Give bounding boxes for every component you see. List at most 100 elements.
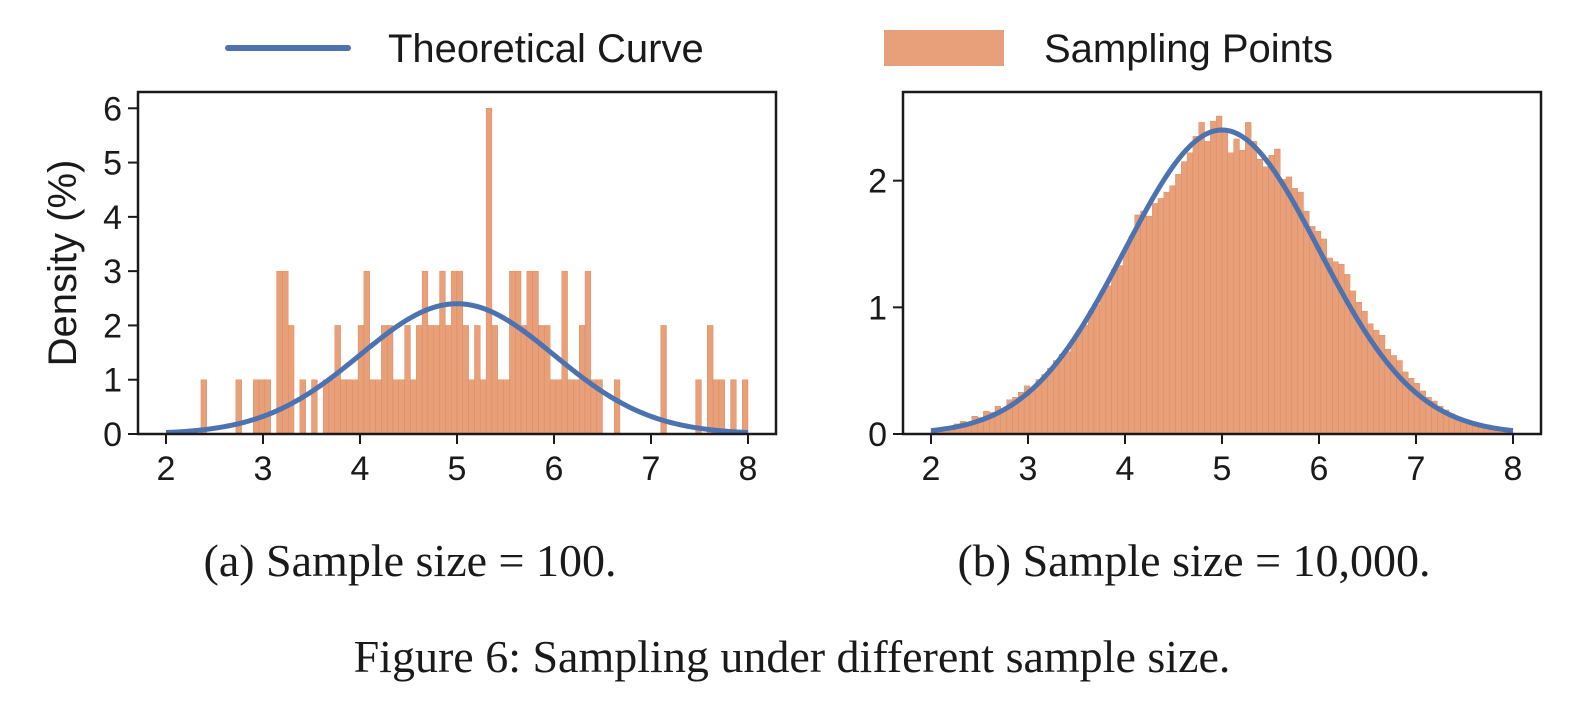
histogram-bar [1076, 329, 1083, 435]
y-tick-label: 2 [868, 163, 887, 201]
panel-a-y-axis-label: Density (%) [41, 160, 85, 367]
histogram-bar [1082, 324, 1089, 435]
y-tick-label: 0 [868, 416, 887, 454]
y-tick-label: 0 [103, 416, 122, 454]
x-tick-label: 2 [157, 450, 176, 488]
histogram-bar [1285, 176, 1293, 435]
x-tick-label: 2 [922, 450, 941, 488]
x-tick-label: 8 [739, 450, 758, 488]
histogram-bar [515, 270, 522, 435]
y-tick-label: 4 [103, 199, 122, 237]
histogram-bar [544, 325, 551, 435]
histogram-bar [369, 379, 376, 435]
y-tick-label: 3 [103, 253, 122, 291]
histogram-bar [1268, 155, 1275, 435]
histogram-bar [1309, 226, 1316, 435]
histogram-bar [1146, 215, 1153, 435]
histogram-bar [480, 379, 487, 435]
y-tick-label: 2 [103, 307, 122, 345]
histogram-bar [474, 325, 481, 435]
x-tick-label: 7 [642, 450, 661, 488]
histogram-bar [357, 325, 365, 435]
histogram-bar [468, 379, 475, 435]
histogram-bar [1239, 150, 1246, 435]
histogram-bar [555, 379, 562, 435]
histogram-bar [1070, 340, 1077, 435]
histogram-bar [456, 270, 464, 435]
histogram-bar [410, 379, 417, 435]
histogram-bar [718, 379, 725, 435]
histogram-bar [421, 270, 429, 435]
legend-bar-label: Sampling Points [1044, 27, 1333, 71]
histogram-bar [352, 379, 359, 435]
histogram-bar [1093, 304, 1100, 435]
histogram-bar [328, 379, 335, 435]
histogram-bar [258, 379, 266, 435]
histogram-bar [1099, 290, 1106, 435]
figure-caption: Figure 6: Sampling under different sampl… [354, 631, 1231, 682]
panel-b-theoretical-curve [930, 127, 1514, 434]
histogram-bar [346, 379, 353, 435]
histogram-bar [416, 325, 423, 435]
histogram-bar [1186, 152, 1194, 435]
panel-b-caption: (b) Sample size = 10,000. [957, 535, 1430, 586]
histogram-bar [1151, 203, 1159, 435]
histogram-bar [1053, 360, 1060, 435]
histogram-bar [1245, 122, 1252, 435]
histogram-bar [1111, 269, 1118, 435]
histogram-bar [445, 325, 452, 435]
histogram-bar [1198, 122, 1205, 435]
histogram-bar [549, 379, 557, 435]
histogram-bar [1210, 120, 1217, 435]
panel-b-y-ticks: 0 1 2 [868, 163, 903, 454]
histogram-bar [1029, 388, 1036, 435]
x-tick-label: 6 [545, 450, 564, 488]
panel-a-theoretical-curve [165, 301, 749, 436]
histogram-bar [561, 270, 568, 435]
histogram-bar [1128, 236, 1135, 435]
histogram-bar [1297, 191, 1304, 435]
panel-b-x-ticks: 2 3 4 5 6 7 8 [922, 434, 1522, 488]
histogram-bar [532, 270, 539, 435]
histogram-bar [1157, 198, 1164, 435]
panel-a-x-ticks: 2 3 4 5 6 7 8 [157, 434, 758, 488]
y-tick-label: 1 [868, 289, 887, 327]
histogram-bar [1105, 285, 1112, 435]
histogram-bar [1058, 354, 1066, 435]
histogram-bar [253, 379, 260, 435]
histogram-bar [1181, 161, 1188, 435]
panel-a-y-ticks: 0 1 2 3 4 5 6 [103, 90, 138, 454]
histogram-bar [334, 325, 341, 435]
histogram-bar [1227, 152, 1234, 435]
x-tick-label: 5 [1213, 450, 1232, 488]
panel-b-bars [930, 115, 1514, 435]
histogram-bar [1169, 185, 1176, 435]
histogram-bar [1047, 367, 1054, 435]
histogram-bar [741, 379, 749, 435]
x-tick-label: 4 [351, 450, 370, 488]
x-tick-label: 5 [448, 450, 467, 488]
histogram-bar [1274, 148, 1281, 435]
histogram-bar [398, 379, 405, 435]
legend-bar-swatch [884, 30, 1004, 66]
x-tick-label: 7 [1407, 450, 1426, 488]
histogram-bar [526, 270, 533, 435]
histogram-bar [584, 270, 592, 435]
histogram-bar [1041, 374, 1048, 435]
panel-a-bars [200, 108, 749, 435]
histogram-bar [200, 379, 207, 435]
histogram-bar [386, 325, 394, 435]
histogram-bar [264, 379, 271, 435]
histogram-bar [1221, 129, 1229, 435]
histogram-bar [503, 379, 510, 435]
histogram-bar [1175, 174, 1182, 435]
histogram-bar [439, 270, 446, 435]
histogram-bar [730, 379, 737, 435]
histogram-bar [497, 379, 504, 435]
histogram-bar [392, 379, 400, 435]
histogram-bar [613, 379, 621, 435]
y-tick-label: 1 [103, 362, 122, 400]
histogram-bar [1233, 138, 1240, 435]
histogram-bar [340, 379, 347, 435]
